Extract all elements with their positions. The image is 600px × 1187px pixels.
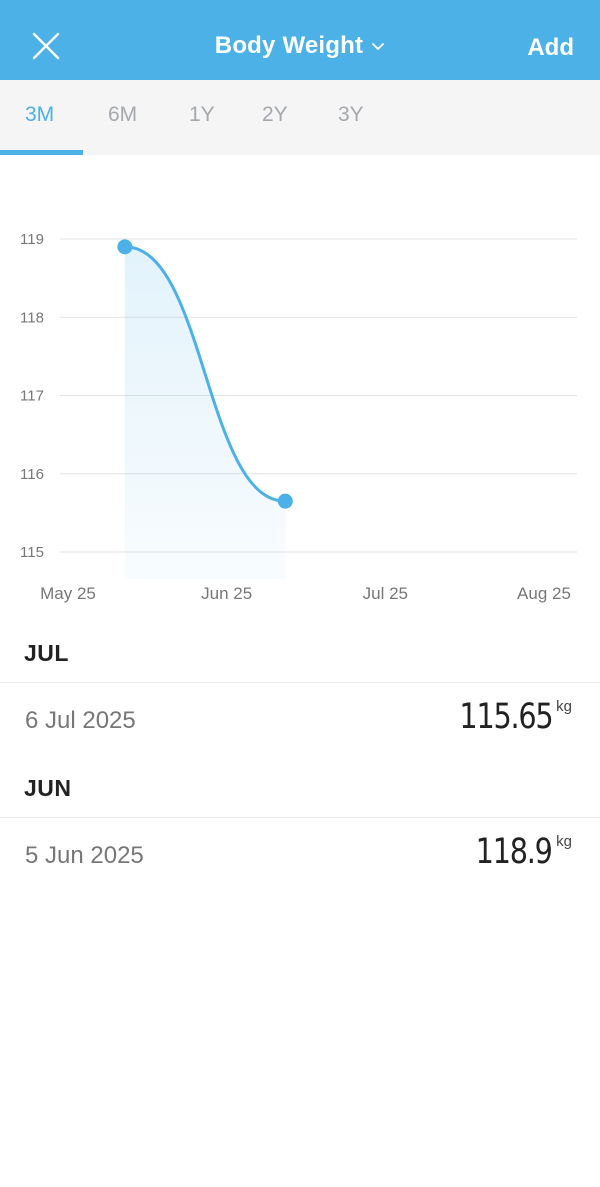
top-bar: Body Weight Add (0, 0, 600, 80)
weight-chart: 119 118 117 116 115 May 25 Jun 25 Jul 25 Aug 25 (20, 231, 577, 603)
y-tick-label: 115 (20, 544, 44, 561)
y-tick-label: 116 (20, 466, 44, 483)
x-tick-label: Jul 25 (363, 584, 408, 603)
add-button[interactable]: Add (527, 34, 574, 61)
tab-3m[interactable]: 3M (25, 103, 55, 126)
y-tick-label: 119 (20, 231, 44, 248)
data-point[interactable] (117, 239, 133, 255)
series-line (124, 245, 286, 503)
entry-value[interactable]: 115.65 (458, 697, 553, 737)
metric-selector[interactable]: Body Weight (215, 32, 385, 60)
data-point[interactable] (277, 493, 293, 509)
range-tabs: 3M 6M 1Y 2Y 3Y (0, 80, 600, 155)
month-header-jul: JUL (24, 640, 69, 666)
x-tick-label: Aug 25 (517, 584, 571, 603)
tab-2y[interactable]: 2Y (262, 103, 288, 126)
x-tick-label: Jun 25 (201, 584, 252, 603)
divider (0, 682, 600, 683)
close-icon (32, 32, 60, 60)
tab-3y[interactable]: 3Y (338, 103, 364, 126)
close-button[interactable] (28, 28, 64, 64)
chevron-down-icon (372, 43, 385, 50)
series-area (124, 246, 286, 579)
divider (0, 817, 600, 818)
y-tick-label: 118 (20, 309, 44, 326)
x-tick-label: May 25 (40, 584, 96, 603)
active-tab-indicator (0, 150, 83, 155)
page-title: Body Weight (214, 32, 364, 59)
tab-1y[interactable]: 1Y (189, 103, 215, 126)
entry-date[interactable]: 5 Jun 2025 (25, 842, 144, 869)
month-header-jun: JUN (24, 775, 72, 801)
tab-6m[interactable]: 6M (108, 103, 138, 126)
entry-unit: kg (556, 833, 572, 850)
entry-value[interactable]: 118.9 (475, 832, 553, 872)
entry-date[interactable]: 6 Jul 2025 (25, 707, 136, 734)
y-tick-label: 117 (20, 388, 44, 405)
entry-unit: kg (556, 698, 572, 715)
